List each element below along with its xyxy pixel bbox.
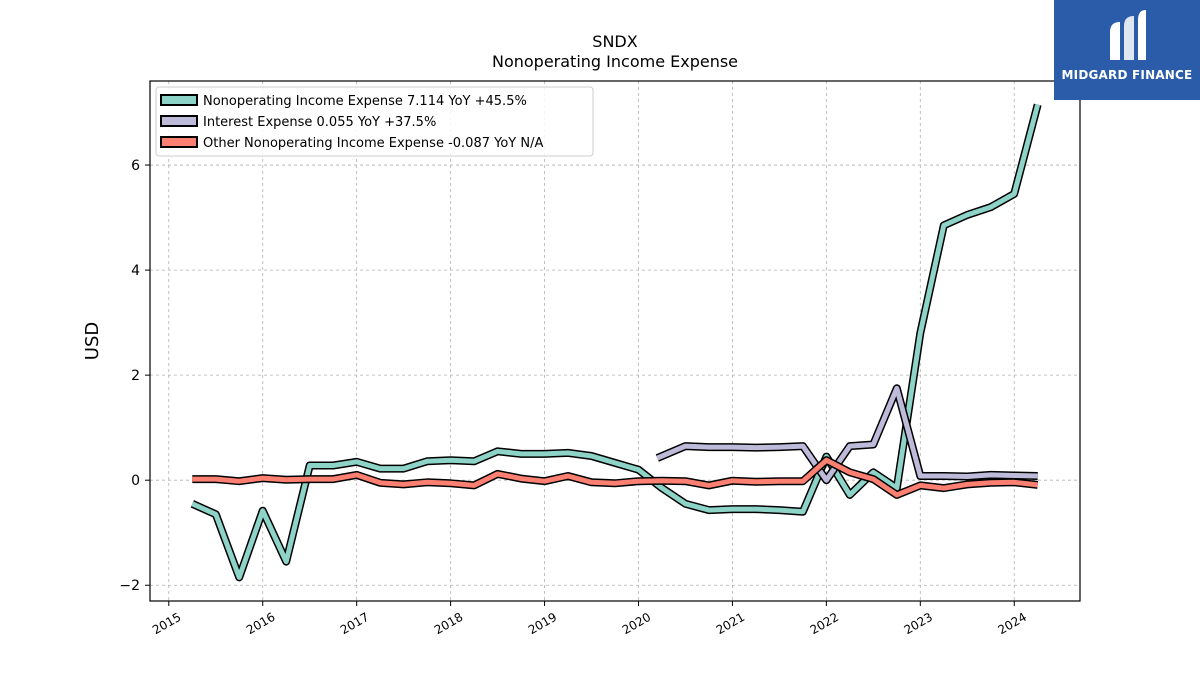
x-tick-label: 2024: [996, 610, 1029, 637]
grid-lines: [150, 81, 1080, 601]
y-tick-label: −2: [119, 578, 140, 594]
series-line-outline: [190, 103, 1042, 582]
y-tick-label: 6: [131, 158, 140, 174]
logo-text: MIDGARD FINANCE: [1061, 68, 1193, 82]
y-tick-label: 4: [131, 263, 140, 279]
legend: Nonoperating Income Expense 7.114 YoY +4…: [155, 86, 594, 157]
y-tick-label: 2: [131, 368, 140, 384]
midgard-finance-logo: MIDGARD FINANCE: [1054, 0, 1200, 100]
x-tick-label: 2017: [338, 610, 371, 637]
x-tick-label: 2019: [526, 610, 559, 637]
y-tick-label: 0: [131, 473, 140, 489]
x-tick-label: 2023: [902, 610, 935, 637]
x-tick-label: 2020: [620, 610, 653, 637]
legend-box: [155, 86, 594, 157]
x-tick-label: 2021: [714, 610, 747, 637]
series-line: [656, 385, 1038, 483]
x-tick-label: 2016: [244, 610, 277, 637]
chart-subtitle: Nonoperating Income Expense: [492, 52, 738, 71]
x-tick-label: 2018: [432, 610, 465, 637]
legend-label: Nonoperating Income Expense 7.114 YoY +4…: [203, 94, 527, 109]
midgard-logo-icon: [1110, 10, 1146, 60]
chart-title: SNDX: [592, 32, 637, 51]
series-line: [192, 457, 1038, 498]
x-tick-label: 2015: [150, 610, 183, 637]
legend-swatch: [160, 136, 198, 148]
legend-label: Interest Expense 0.055 YoY +37.5%: [203, 115, 436, 130]
series-lines: [190, 103, 1042, 582]
legend-swatch: [160, 94, 198, 106]
x-tick-label: 2022: [808, 610, 841, 637]
y-axis-label: USD: [82, 322, 103, 360]
series-line-outline: [655, 384, 1038, 485]
plot-frame: [149, 80, 1081, 602]
legend-swatch: [160, 115, 198, 127]
legend-label: Other Nonoperating Income Expense -0.087…: [203, 136, 543, 151]
series-line: [191, 103, 1041, 580]
